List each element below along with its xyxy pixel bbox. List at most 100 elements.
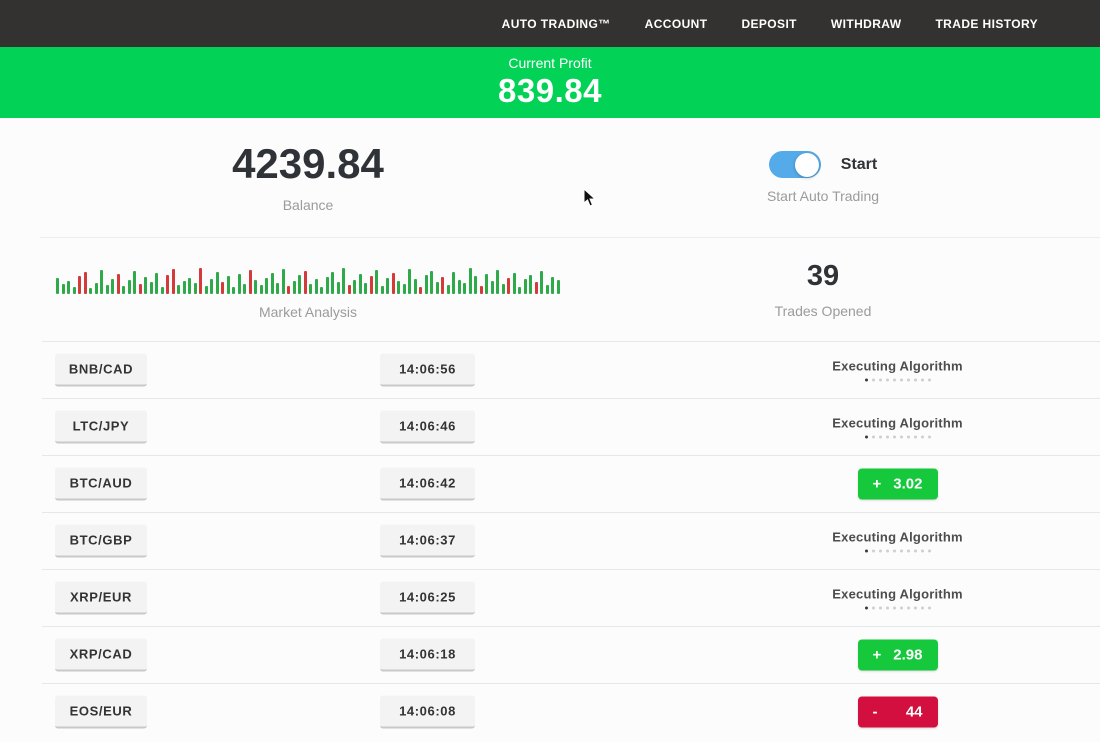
- market-bar: [336, 281, 340, 294]
- balance-stat: 4239.84 Balance: [0, 118, 616, 237]
- market-bar: [556, 279, 560, 294]
- market-bar: [523, 278, 527, 294]
- status-cell: Executing Algorithm: [790, 586, 1005, 609]
- market-bar: [254, 279, 258, 294]
- market-bar: [281, 268, 285, 294]
- time-chip: 14:06:46: [380, 410, 475, 443]
- market-bar: [369, 275, 373, 294]
- pair-chip[interactable]: BNB/CAD: [55, 353, 147, 386]
- loss-badge: - 44: [857, 696, 938, 727]
- badge-sign: +: [872, 475, 882, 492]
- executing-label: Executing Algorithm: [832, 529, 963, 544]
- market-bar: [518, 286, 522, 294]
- status-cell: +3.02: [790, 468, 1005, 499]
- trades-table: BNB/CAD 14:06:56 Executing Algorithm LTC/JP…: [0, 341, 1100, 740]
- progress-dot: [892, 378, 896, 381]
- pair-chip[interactable]: BTC/GBP: [55, 524, 147, 557]
- market-bar: [127, 279, 131, 294]
- progress-dot: [864, 606, 868, 609]
- market-bar: [133, 270, 137, 294]
- progress-dot: [899, 435, 903, 438]
- market-bar: [490, 280, 494, 294]
- progress-dot: [892, 606, 896, 609]
- market-bar: [171, 268, 175, 294]
- profit-badge: +3.02: [857, 468, 938, 499]
- market-bar: [309, 283, 313, 294]
- market-bar: [419, 286, 423, 294]
- progress-dot: [920, 378, 924, 381]
- stats-section: 4239.84 Balance Start Start Auto Trading…: [0, 118, 1100, 341]
- start-auto-trading-toggle[interactable]: [768, 151, 821, 178]
- progress-dot: [871, 606, 875, 609]
- market-bar: [342, 267, 346, 294]
- top-nav: AUTO TRADING™ ACCOUNT DEPOSIT WITHDRAW TRADE…: [0, 0, 1100, 47]
- pair-chip[interactable]: LTC/JPY: [55, 410, 147, 443]
- progress-dot: [871, 435, 875, 438]
- pair-chip[interactable]: EOS/EUR: [55, 695, 147, 728]
- status-cell: +2.98: [790, 639, 1005, 670]
- trade-row: BNB/CAD 14:06:56 Executing Algorithm: [0, 341, 1100, 398]
- pair-chip[interactable]: XRP/CAD: [55, 638, 147, 671]
- status-cell: Executing Algorithm: [790, 415, 1005, 438]
- trades-opened-value: 39: [806, 260, 840, 292]
- progress-dot: [885, 378, 889, 381]
- market-analysis-label: Market Analysis: [258, 303, 358, 320]
- progress-dot: [906, 606, 910, 609]
- market-bar: [507, 277, 511, 294]
- trade-row: XRP/CAD 14:06:18 +2.98: [0, 626, 1100, 683]
- time-chip: 14:06:25: [380, 581, 475, 614]
- market-bar: [353, 279, 357, 294]
- auto-trading-stat: Start Start Auto Trading: [616, 118, 1100, 237]
- profit-banner-label: Current Profit: [508, 55, 592, 71]
- progress-dot: [871, 549, 875, 552]
- progress-dot: [920, 606, 924, 609]
- market-bar: [358, 273, 362, 294]
- market-bar: [529, 274, 533, 294]
- market-bar: [270, 272, 274, 294]
- pair-chip[interactable]: XRP/EUR: [55, 581, 147, 614]
- market-bar: [424, 274, 428, 294]
- nav-item-deposit[interactable]: DEPOSIT: [741, 16, 797, 31]
- nav-item-withdraw[interactable]: WITHDRAW: [830, 16, 902, 31]
- progress-dot: [878, 435, 882, 438]
- market-bar: [314, 278, 318, 294]
- badge-value: 3.02: [893, 475, 923, 492]
- badge-value: 44: [905, 703, 923, 720]
- progress-dot: [878, 549, 882, 552]
- market-bar: [325, 276, 329, 294]
- nav-item-account[interactable]: ACCOUNT: [644, 16, 708, 31]
- market-bar: [276, 282, 280, 294]
- badge-sign: -: [872, 703, 878, 720]
- market-bar: [100, 269, 104, 294]
- progress-dot: [913, 549, 917, 552]
- progress-dot: [913, 606, 917, 609]
- market-bar: [292, 280, 296, 294]
- market-bar: [138, 283, 142, 294]
- trade-row: LTC/JPY 14:06:46 Executing Algorithm: [0, 398, 1100, 455]
- executing-label: Executing Algorithm: [832, 586, 963, 601]
- nav-item-auto-trading[interactable]: AUTO TRADING™: [501, 16, 611, 31]
- market-bar: [545, 284, 549, 294]
- status-cell: Executing Algorithm: [790, 529, 1005, 552]
- market-bar: [364, 282, 368, 294]
- progress-dot: [885, 435, 889, 438]
- pair-chip[interactable]: BTC/AUD: [55, 467, 147, 500]
- market-bar: [375, 269, 379, 294]
- progress-dot: [920, 549, 924, 552]
- market-bar: [512, 272, 516, 294]
- executing-label: Executing Algorithm: [832, 415, 963, 430]
- market-bar: [221, 281, 225, 294]
- time-chip: 14:06:42: [380, 467, 475, 500]
- progress-dots: [864, 435, 931, 438]
- status-cell: - 44: [790, 696, 1005, 727]
- trades-opened-label: Trades Opened: [774, 303, 872, 319]
- status-cell: Executing Algorithm: [790, 358, 1005, 381]
- executing-label: Executing Algorithm: [832, 358, 963, 373]
- balance-label: Balance: [282, 196, 334, 213]
- market-bar: [215, 271, 219, 294]
- market-bar: [479, 285, 483, 294]
- market-bar: [534, 281, 538, 294]
- nav-item-trade-history[interactable]: TRADE HISTORY: [935, 16, 1038, 31]
- market-bar: [248, 269, 252, 294]
